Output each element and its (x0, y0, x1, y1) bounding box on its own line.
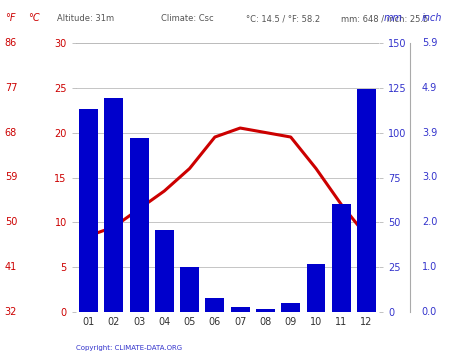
Bar (155, 230, 174, 312)
Text: inch: inch (422, 13, 442, 23)
Text: 5.9: 5.9 (422, 38, 437, 48)
Bar (180, 267, 199, 312)
Text: Climate: Csc: Climate: Csc (161, 14, 214, 23)
Bar (357, 89, 376, 312)
Text: °F: °F (5, 13, 15, 23)
Bar (307, 264, 326, 312)
Text: Copyright: CLIMATE-DATA.ORG: Copyright: CLIMATE-DATA.ORG (76, 345, 182, 351)
Bar (231, 307, 250, 312)
Text: mm: 648 / inch: 25.5: mm: 648 / inch: 25.5 (341, 14, 428, 23)
Text: °C: 14.5 / °F: 58.2: °C: 14.5 / °F: 58.2 (246, 14, 320, 23)
Text: 2.0: 2.0 (422, 218, 437, 228)
Text: 59: 59 (5, 173, 17, 182)
Bar (79, 109, 98, 312)
Text: 77: 77 (5, 83, 17, 93)
Bar (104, 98, 123, 312)
Text: 32: 32 (5, 307, 17, 317)
Text: 0.0: 0.0 (422, 307, 437, 317)
Text: 68: 68 (5, 127, 17, 137)
Bar (332, 204, 351, 312)
Text: °C: °C (28, 13, 40, 23)
Bar (256, 309, 275, 312)
Text: 3.0: 3.0 (422, 173, 437, 182)
Text: 41: 41 (5, 262, 17, 272)
Bar (281, 304, 300, 312)
Text: 3.9: 3.9 (422, 127, 437, 137)
Bar (205, 298, 224, 312)
Text: mm: mm (384, 13, 403, 23)
Text: Altitude: 31m: Altitude: 31m (57, 14, 114, 23)
Text: 4.9: 4.9 (422, 83, 437, 93)
Text: 50: 50 (5, 218, 17, 228)
Text: 86: 86 (5, 38, 17, 48)
Bar (129, 138, 148, 312)
Text: 1.0: 1.0 (422, 262, 437, 272)
